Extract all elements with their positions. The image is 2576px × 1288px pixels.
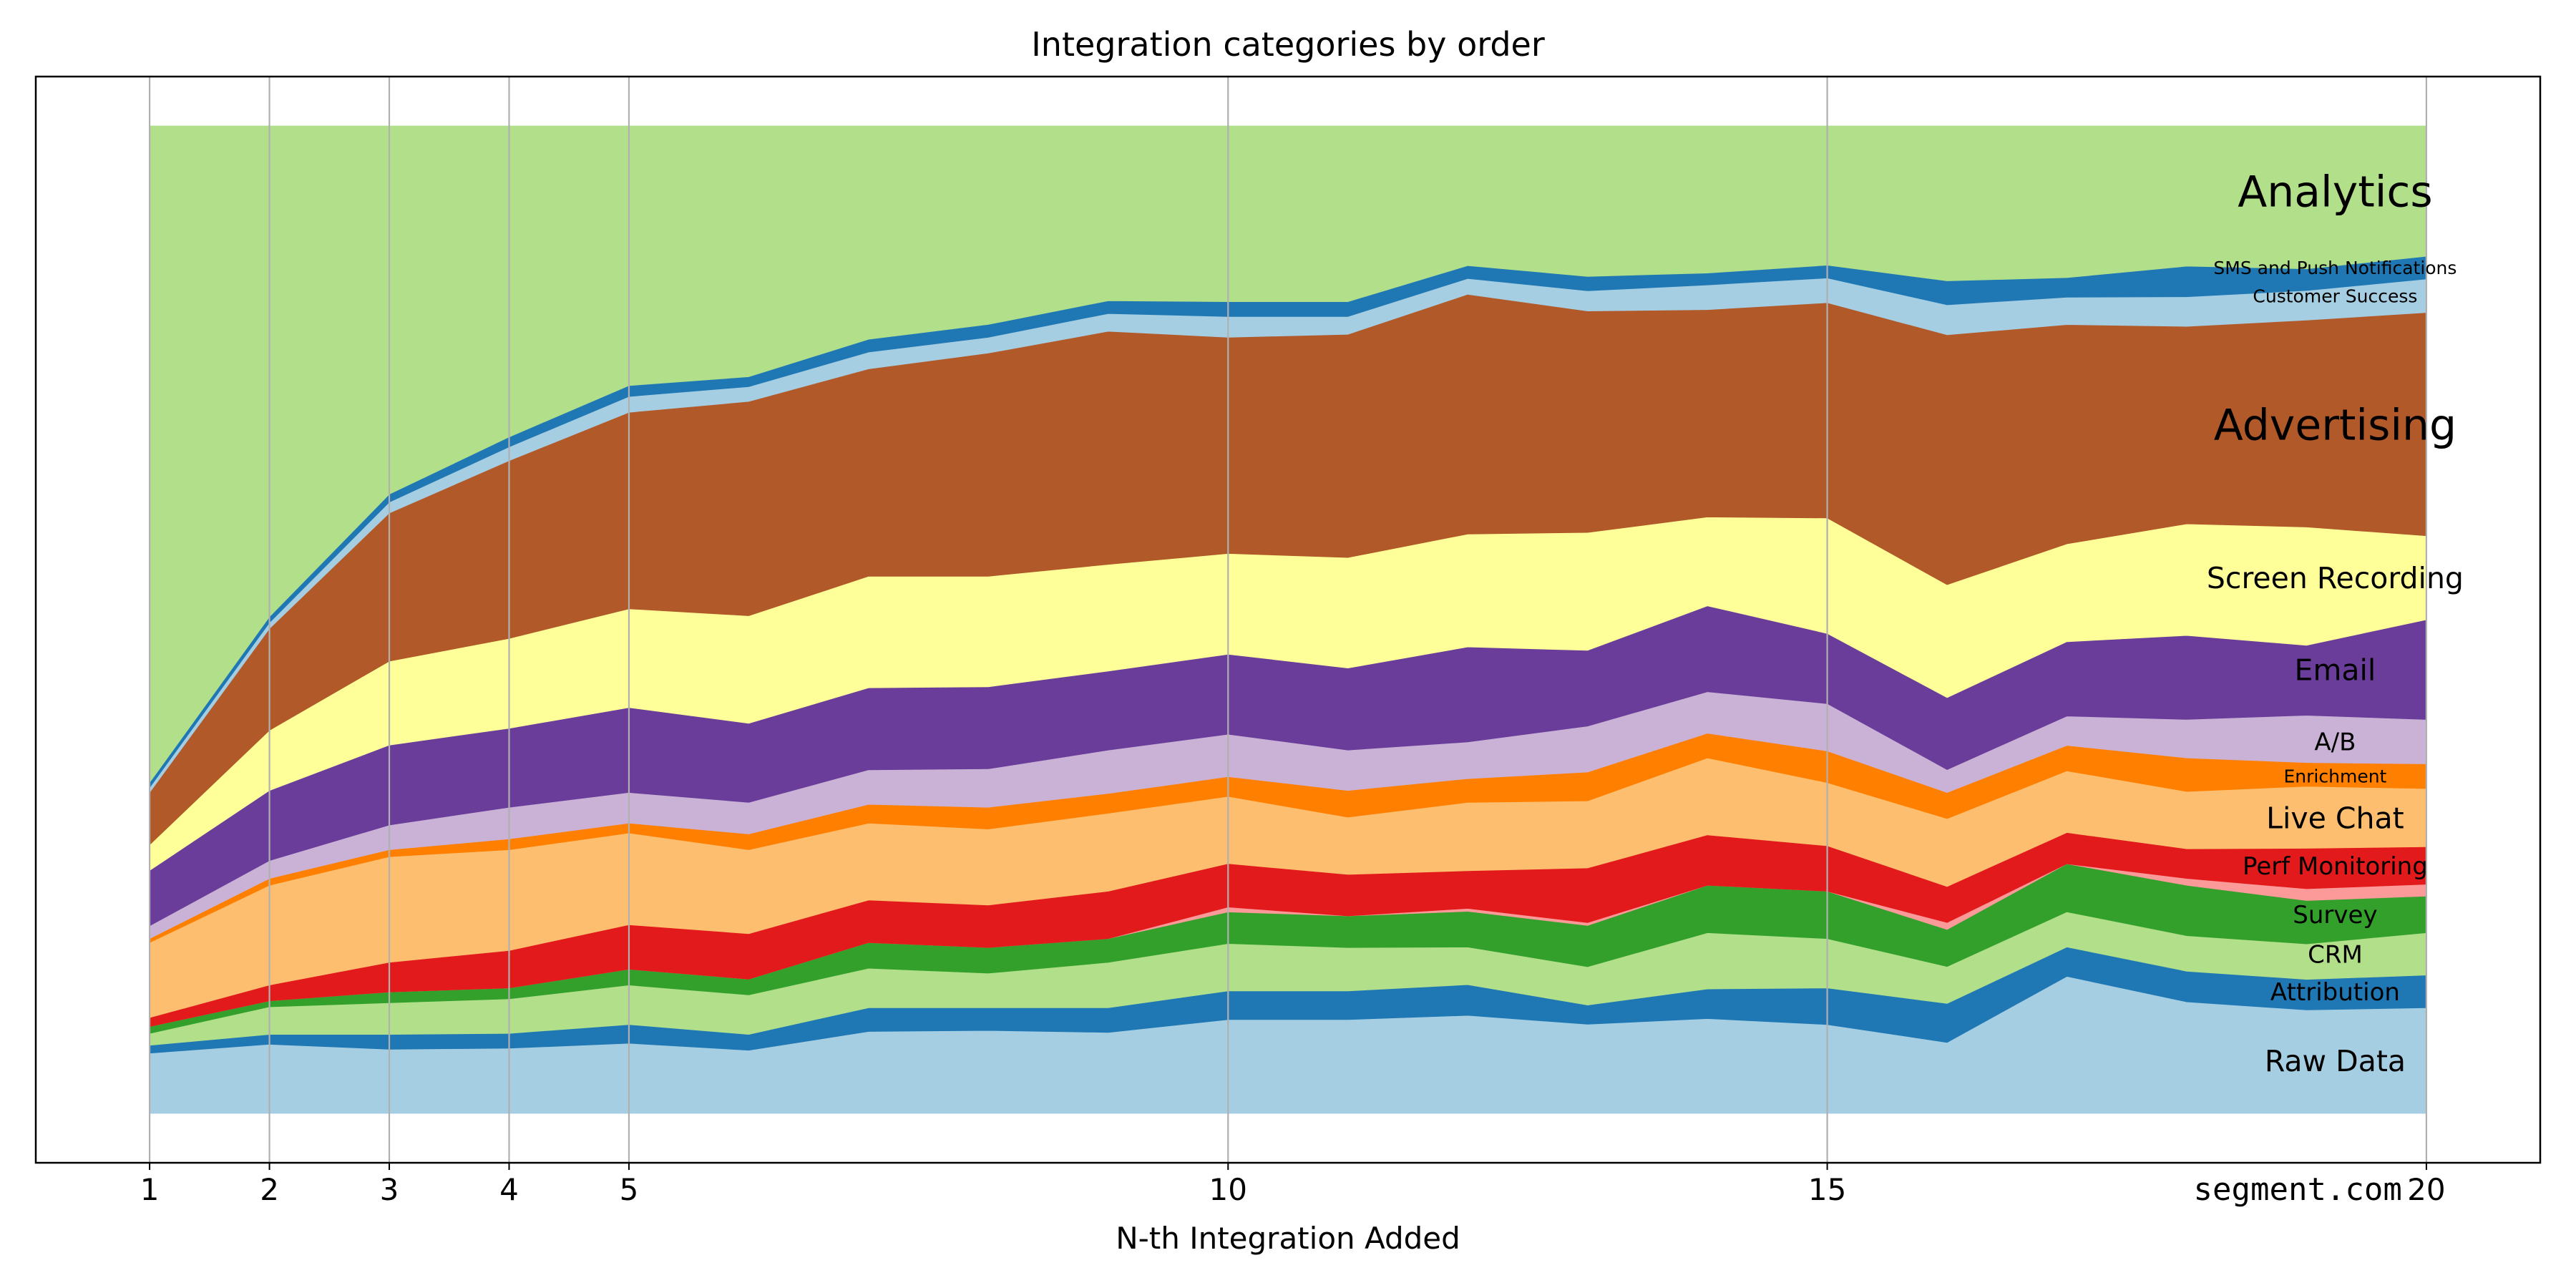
watermark: segment.com [2194,1171,2402,1208]
series-label-raw-data: Raw Data [2265,1044,2406,1078]
series-label-customer-success: Customer Success [2253,286,2417,306]
x-tick-label-10: 10 [1209,1172,1247,1207]
x-tick-label-20: 20 [2407,1172,2445,1207]
x-axis-ticks: 1 2 3 4 5 10 15 20 [140,1163,2446,1207]
series-label-attribution: Attribution [2270,978,2400,1007]
series-label-enrichment: Enrichment [2284,766,2387,787]
x-tick-label-2: 2 [260,1172,279,1207]
x-tick-label-3: 3 [380,1172,399,1207]
series-labels: Raw Data Attribution CRM Survey Perf Monitor… [2207,167,2464,1078]
series-label-advertising: Advertising [2214,400,2457,450]
series-label-a-b: A/B [2314,728,2356,757]
plot-frame [34,75,2542,1164]
series-label-live-chat: Live Chat [2266,801,2404,835]
x-axis-label: N-th Integration Added [1116,1221,1460,1256]
x-tick-label-15: 15 [1808,1172,1846,1207]
series-label-crm: CRM [2308,940,2363,969]
series-label-perf-monitoring: Perf Monitoring [2243,852,2428,881]
series-label-screen-recording: Screen Recording [2207,561,2464,595]
vertical-gridlines [148,77,2428,1163]
series-label-analytics: Analytics [2238,167,2432,218]
chart-title: Integration categories by order [1031,25,1545,64]
series-label-survey: Survey [2293,901,2377,930]
x-tick-label-5: 5 [620,1172,639,1207]
x-tick-label-4: 4 [499,1172,519,1207]
series-label-email: Email [2295,653,2376,687]
x-tick-label-1: 1 [140,1172,160,1207]
series-label-sms-and-push-notifications: SMS and Push Notifications [2213,258,2457,278]
area-series-group [149,125,2427,1114]
